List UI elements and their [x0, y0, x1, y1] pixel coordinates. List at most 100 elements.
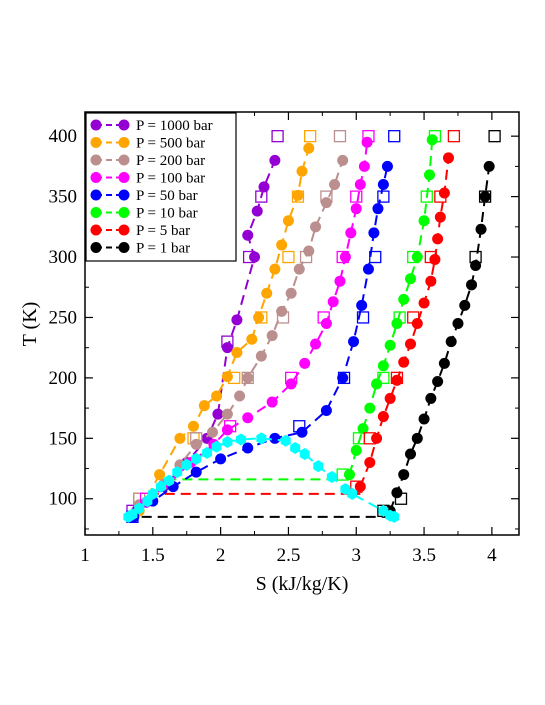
- series-line: [133, 166, 389, 518]
- data-point: [242, 372, 254, 384]
- data-point: [198, 400, 210, 412]
- data-point: [188, 420, 199, 432]
- data-point: [339, 251, 351, 263]
- series-line: [389, 166, 491, 512]
- data-point: [411, 432, 423, 444]
- data-point: [348, 336, 360, 348]
- data-point: [221, 371, 233, 383]
- data-point: [282, 215, 294, 227]
- data-point: [293, 263, 305, 275]
- series-group: [133, 130, 349, 511]
- data-point: [337, 154, 349, 166]
- saturation-point: [313, 460, 324, 473]
- legend-label: P = 1 bar: [136, 241, 190, 257]
- data-point: [320, 197, 332, 209]
- legend-label: P = 100 bar: [136, 171, 205, 187]
- data-point: [466, 279, 478, 291]
- y-tick-label: 300: [49, 247, 78, 268]
- data-point: [329, 179, 341, 191]
- legend-swatch-marker: [90, 119, 102, 131]
- reference-square-marker: [377, 190, 390, 203]
- legend-label: P = 500 bar: [136, 136, 205, 152]
- data-point: [391, 374, 403, 386]
- saturation-point: [389, 510, 400, 523]
- y-tick-label: 200: [49, 368, 78, 389]
- x-tick-label: 4: [487, 545, 497, 566]
- data-point: [337, 372, 349, 384]
- data-point: [429, 253, 441, 265]
- legend-label: P = 10 bar: [136, 206, 198, 222]
- legend-item: P = 5 bar: [90, 223, 190, 239]
- data-point: [361, 136, 373, 148]
- reference-square-marker: [388, 130, 401, 143]
- data-point: [345, 227, 357, 239]
- data-point: [381, 160, 393, 172]
- data-point: [242, 229, 254, 241]
- data-point: [358, 160, 370, 172]
- data-point: [483, 160, 495, 172]
- data-point: [357, 423, 369, 435]
- saturation-point: [280, 434, 291, 447]
- data-point: [438, 357, 450, 369]
- data-point: [411, 251, 423, 263]
- data-point: [377, 411, 389, 423]
- data-point: [434, 211, 446, 223]
- data-point: [425, 275, 437, 287]
- legend-swatch-marker: [90, 242, 102, 253]
- data-point: [368, 227, 380, 239]
- data-point: [470, 259, 482, 271]
- data-point: [292, 189, 304, 201]
- x-tick-label: 1.5: [141, 545, 165, 566]
- saturation-point: [147, 487, 158, 500]
- legend-swatch-marker: [118, 207, 130, 218]
- data-point: [310, 338, 322, 350]
- data-point: [425, 392, 437, 404]
- data-point: [372, 203, 384, 215]
- data-point: [475, 223, 487, 235]
- data-point: [432, 233, 444, 245]
- legend-item: P = 10 bar: [90, 206, 198, 222]
- series-group: [336, 130, 442, 481]
- x-axis-title: S (kJ/kg/K): [256, 573, 349, 595]
- data-point: [258, 181, 270, 193]
- x-tick-label: 2.5: [277, 545, 301, 566]
- data-point: [261, 287, 273, 299]
- data-point: [364, 402, 376, 414]
- data-point: [438, 187, 450, 199]
- x-tick-label: 1: [80, 545, 90, 566]
- data-point: [364, 456, 376, 468]
- legend-swatch-marker: [118, 119, 130, 131]
- legend-item: P = 50 bar: [90, 188, 198, 204]
- y-axis-title: T (K): [19, 302, 41, 347]
- legend-item: P = 200 bar: [90, 153, 205, 169]
- y-tick-label: 250: [49, 307, 78, 328]
- legend-swatch-marker: [118, 137, 130, 148]
- saturation-point: [142, 495, 153, 508]
- data-point: [426, 134, 438, 146]
- data-point: [354, 179, 366, 191]
- data-point: [242, 412, 254, 424]
- reference-square-marker: [333, 130, 347, 143]
- data-point: [384, 339, 396, 351]
- data-point: [276, 239, 288, 251]
- data-point: [303, 142, 315, 154]
- series-line: [359, 157, 450, 488]
- data-point: [215, 453, 227, 465]
- data-point: [479, 191, 491, 203]
- data-point: [190, 438, 202, 450]
- data-point: [327, 296, 339, 308]
- data-point: [405, 273, 416, 285]
- legend-label: P = 200 bar: [136, 153, 205, 169]
- data-point: [423, 169, 435, 181]
- legend-item: P = 1 bar: [90, 241, 190, 257]
- data-point: [249, 251, 261, 263]
- legend-label: P = 1000 bar: [136, 118, 213, 134]
- reference-square-marker: [271, 130, 284, 143]
- data-point: [269, 263, 281, 275]
- data-point: [174, 432, 186, 444]
- y-tick-label: 100: [49, 489, 78, 510]
- data-point: [269, 432, 281, 444]
- legend-swatch-marker: [90, 172, 102, 183]
